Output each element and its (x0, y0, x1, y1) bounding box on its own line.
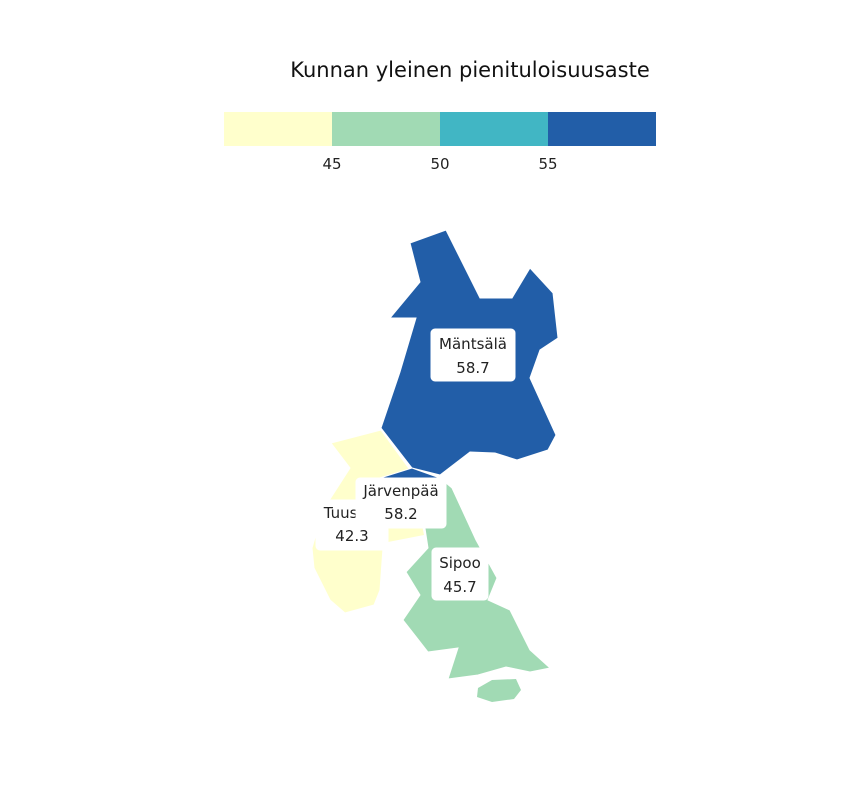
label-tuusula-value: 42.3 (335, 527, 368, 545)
label-mantsala-value: 58.7 (456, 359, 489, 377)
label-sipoo: Sipoo 45.7 (431, 547, 489, 601)
region-sipoo-island (477, 679, 521, 702)
legend-title: Kunnan yleinen pienituloisuusaste (290, 58, 650, 82)
legend-bin-1 (224, 112, 332, 146)
map-regions (311, 229, 559, 702)
label-box-mantsala (430, 328, 516, 382)
region-labels: Tuusula 42.3 Järvenpää 58.2 Mäntsälä 58.… (315, 328, 516, 601)
legend-tick-55: 55 (538, 155, 557, 173)
label-jarvenpaa-value: 58.2 (384, 505, 417, 523)
legend-tick-45: 45 (322, 155, 341, 173)
label-jarvenpaa-name: Järvenpää (362, 482, 438, 500)
label-sipoo-value: 45.7 (443, 578, 476, 596)
label-sipoo-name: Sipoo (439, 554, 481, 572)
label-box-jarvenpaa (355, 477, 447, 529)
legend-bin-3 (440, 112, 548, 146)
legend-bin-4 (548, 112, 656, 146)
label-mantsala-name: Mäntsälä (439, 335, 507, 353)
legend-bin-2 (332, 112, 440, 146)
label-mantsala: Mäntsälä 58.7 (430, 328, 516, 382)
label-box-sipoo (431, 547, 489, 601)
legend-tick-50: 50 (430, 155, 449, 173)
legend: Kunnan yleinen pienituloisuusaste 45 50 … (224, 58, 656, 173)
label-jarvenpaa: Järvenpää 58.2 (355, 477, 447, 529)
